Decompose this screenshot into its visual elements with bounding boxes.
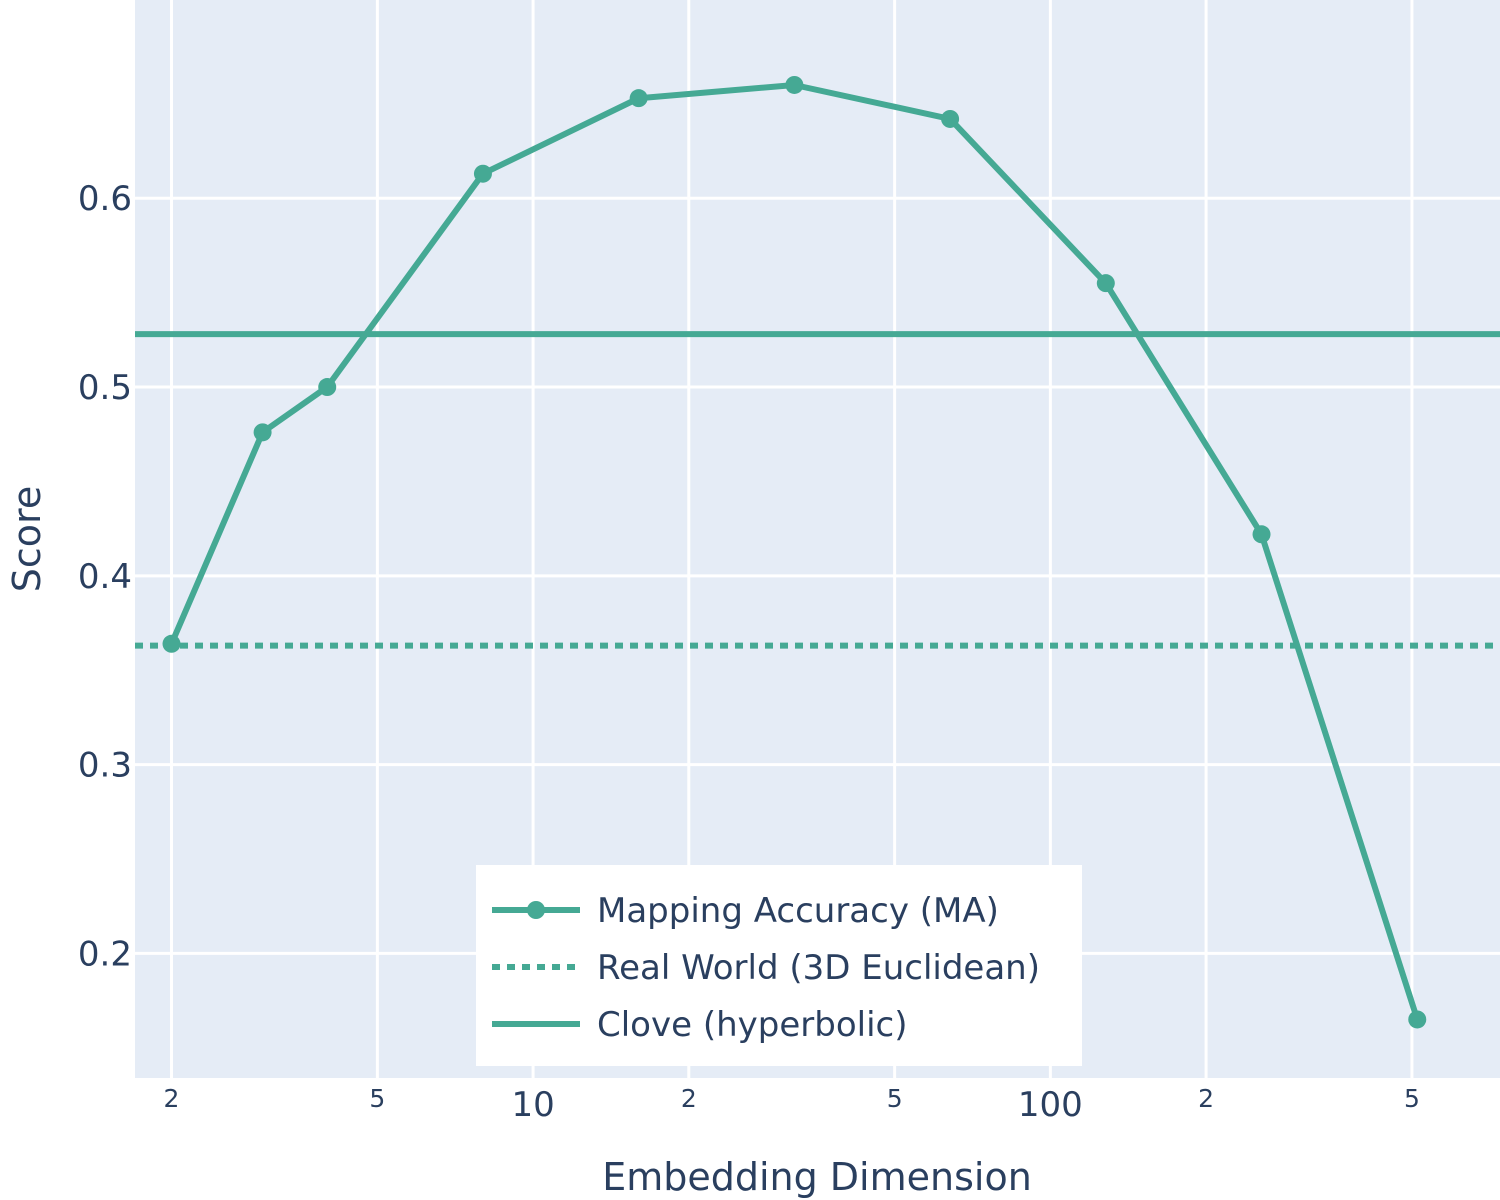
y-tick-label: 0.4 <box>78 557 132 597</box>
x-tick-label: 2 <box>164 1084 180 1113</box>
data-point <box>1408 1010 1427 1029</box>
y-tick-label: 0.6 <box>78 179 132 219</box>
x-tick-label: 5 <box>369 1084 385 1113</box>
x-tick-label: 10 <box>511 1085 554 1125</box>
data-point <box>629 89 648 108</box>
y-tick-labels: 0.2 0.3 0.4 0.5 0.6 <box>78 179 132 974</box>
x-tick-label: 2 <box>1198 1084 1214 1113</box>
x-tick-label: 5 <box>887 1084 903 1113</box>
data-point <box>1252 525 1271 544</box>
legend-entry: Clove (hyperbolic) <box>597 1005 907 1045</box>
legend-entry: Mapping Accuracy (MA) <box>597 891 999 931</box>
series-layer <box>162 75 1427 1029</box>
y-tick-label: 0.5 <box>78 368 132 408</box>
x-tick-label: 2 <box>681 1084 697 1113</box>
y-tick-label: 0.3 <box>78 746 132 786</box>
x-tick-label: 5 <box>1404 1084 1420 1113</box>
data-point <box>941 109 960 128</box>
legend-marker <box>527 901 545 919</box>
legend-box <box>476 865 1082 1066</box>
data-point <box>162 634 181 653</box>
data-point <box>473 164 492 183</box>
legend: Mapping Accuracy (MA) Real World (3D Eucl… <box>476 865 1082 1066</box>
series-line <box>168 82 1421 1021</box>
legend-entry: Real World (3D Euclidean) <box>597 948 1040 988</box>
x-tick-label: 100 <box>1018 1085 1083 1125</box>
data-point <box>785 75 804 94</box>
x-tick-labels: 10 100 2 5 2 5 2 5 <box>164 1084 1420 1125</box>
data-point <box>1096 274 1115 293</box>
x-axis-title: Embedding Dimension <box>602 1155 1032 1199</box>
y-tick-label: 0.2 <box>78 934 132 974</box>
y-axis-title: Score <box>5 486 49 592</box>
data-point <box>318 378 337 397</box>
data-point <box>253 423 272 442</box>
